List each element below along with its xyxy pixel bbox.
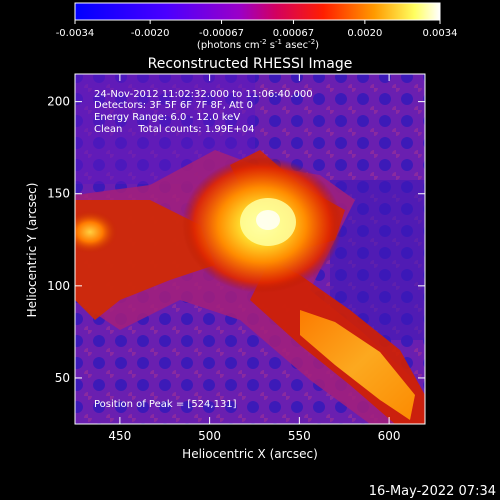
detectors-text: Detectors: 3F 5F 6F 7F 8F, Att 0 [94,100,253,111]
time-range-text: 24-Nov-2012 11:02:32.000 to 11:06:40.000 [94,89,313,100]
y-tick-label: 100 [47,279,70,293]
heatmap-image [75,74,425,424]
colorbar-tick-label: -0.0020 [131,28,170,39]
energy-range-text: Energy Range: 6.0 - 12.0 keV [94,112,240,123]
colorbar: -0.0034 -0.0020 -0.00067 0.00067 0.0020 0.003… [56,2,458,51]
clean-counts-text: Clean Total counts: 1.99E+04 [94,124,254,135]
y-tick-label: 200 [47,95,70,109]
x-axis-label: Heliocentric X (arcsec) [182,447,318,461]
annotations: 24-Nov-2012 11:02:32.000 to 11:06:40.000… [94,89,313,410]
colorbar-tick-label: 0.0034 [423,28,458,39]
left-edge-source [75,210,118,254]
peak-position-text: Position of Peak = [524,131] [94,399,237,410]
y-tick-label: 150 [47,187,70,201]
x-tick-label: 600 [378,429,401,443]
x-tick-label: 450 [108,429,131,443]
y-axis-ticks: 50 100 150 200 [47,95,425,385]
colorbar-ticks: -0.0034 -0.0020 -0.00067 0.00067 0.0020 0.003… [56,20,458,39]
chart-title: Reconstructed RHESSI Image [148,56,353,72]
timestamp: 16-May-2022 07:34 [369,484,496,499]
x-tick-label: 500 [198,429,221,443]
colorbar-gradient [74,2,441,21]
peak-highlight [256,210,280,230]
colorbar-tick-label: 0.0020 [347,28,382,39]
x-axis-ticks: 450 500 550 600 [108,74,401,443]
y-tick-label: 50 [55,371,70,385]
lower-arm-bright [300,310,415,420]
colorbar-tick-label: -0.0034 [56,28,95,39]
colorbar-tick-label: 0.00067 [273,28,314,39]
colorbar-units: (photons cm-2 s-1 asec-2) [197,38,319,51]
colorbar-tick-label: -0.00067 [199,28,244,39]
y-axis-label: Heliocentric Y (arcsec) [25,183,39,318]
plot-frame [74,73,426,425]
x-tick-label: 550 [288,429,311,443]
